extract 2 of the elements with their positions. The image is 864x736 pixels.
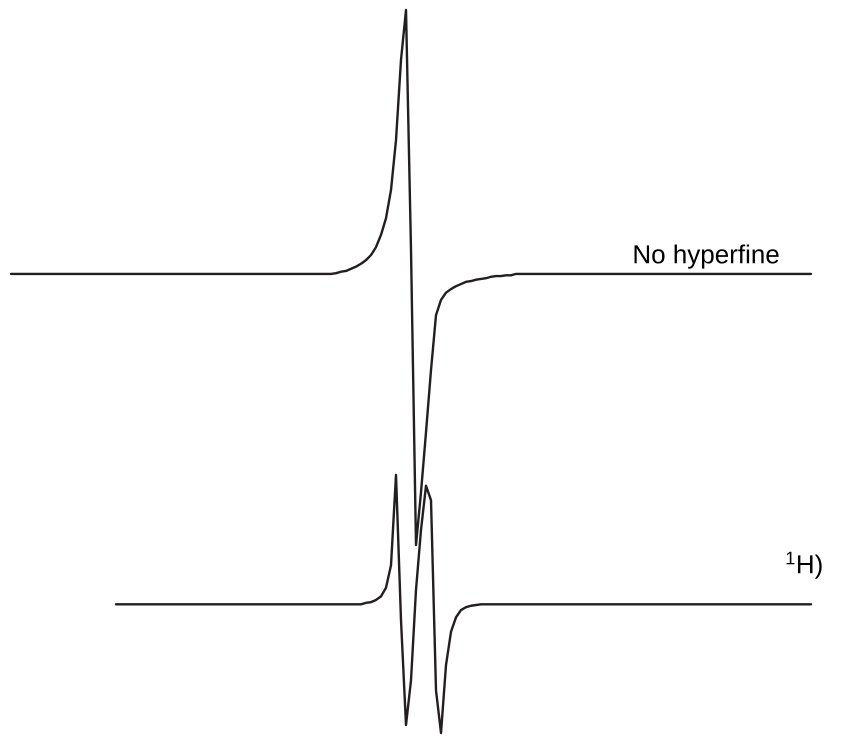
- series-label: No hyperfine: [634, 244, 779, 269]
- series-label: $^{1}$H): [786, 552, 822, 579]
